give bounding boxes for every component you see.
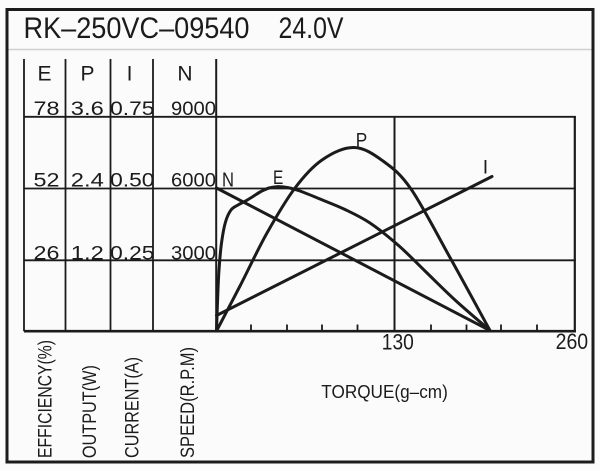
svg-text:TORQUE(g–cm): TORQUE(g–cm) [321,382,448,402]
svg-text:24.0V: 24.0V [279,12,344,45]
svg-text:P: P [356,131,368,152]
svg-text:78: 78 [34,98,60,120]
svg-text:9000: 9000 [171,98,216,120]
svg-text:P: P [80,63,94,86]
svg-text:130: 130 [382,329,414,354]
svg-text:I: I [127,63,133,86]
svg-text:52: 52 [34,170,60,192]
svg-text:OUTPUT(W): OUTPUT(W) [80,365,101,458]
svg-text:EFFICIENCY(%): EFFICIENCY(%) [35,340,56,458]
svg-text:0.25: 0.25 [110,243,154,265]
svg-text:N: N [177,63,192,86]
svg-text:0.50: 0.50 [110,170,154,192]
svg-text:I: I [483,157,488,179]
svg-text:26: 26 [34,243,60,265]
svg-text:RK–250VC–09540: RK–250VC–09540 [24,12,250,45]
svg-text:1.2: 1.2 [71,243,104,265]
svg-text:260: 260 [556,329,589,354]
svg-text:SPEED(R.P.M): SPEED(R.P.M) [178,347,199,458]
svg-text:0.75: 0.75 [110,98,154,120]
svg-text:3000: 3000 [171,243,216,265]
svg-text:N: N [222,170,234,192]
svg-text:E: E [273,168,283,189]
svg-text:2.4: 2.4 [71,170,104,192]
svg-text:6000: 6000 [171,170,216,192]
svg-text:E: E [37,63,51,86]
svg-text:3.6: 3.6 [71,98,104,120]
svg-text:CURRENT(A): CURRENT(A) [123,357,144,458]
